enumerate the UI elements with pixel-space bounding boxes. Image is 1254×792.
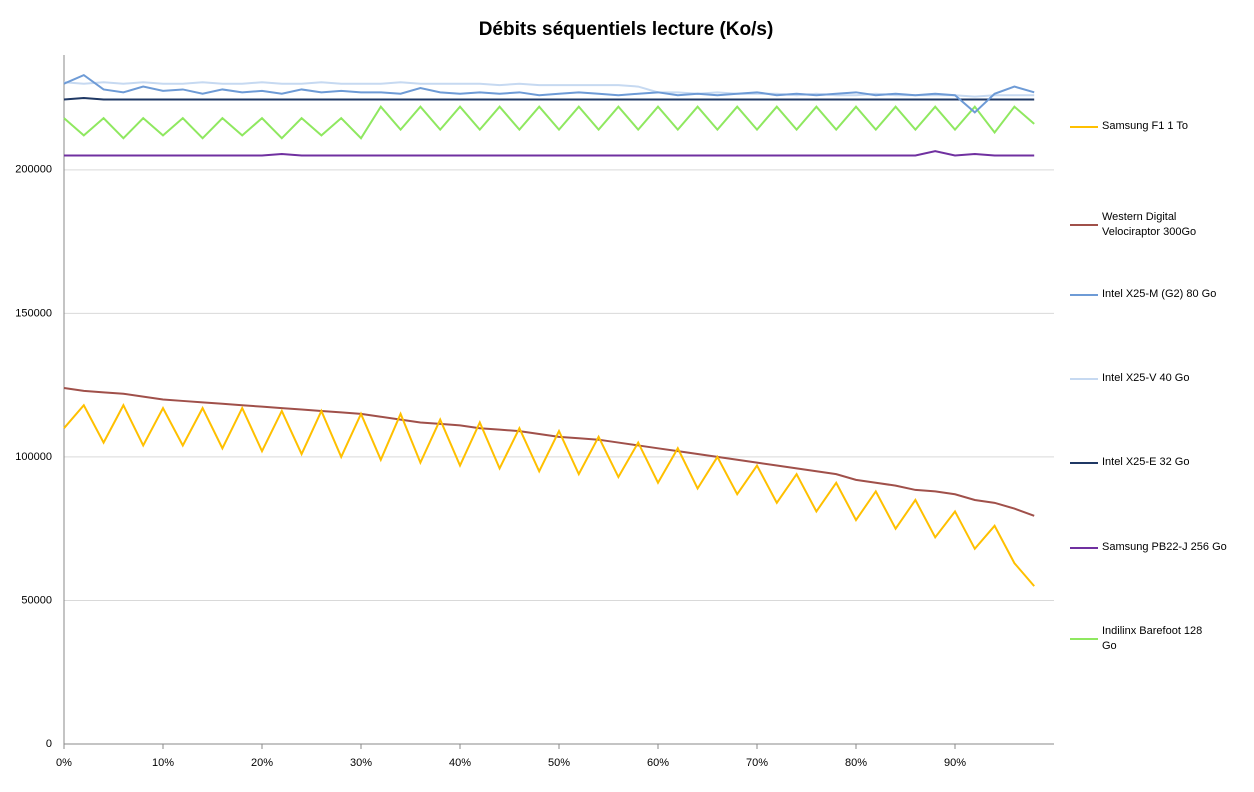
series-line — [63, 387, 1035, 517]
legend-label: Intel X25-M (G2) 80 Go — [1102, 288, 1217, 300]
x-tick-label: 90% — [944, 757, 966, 769]
legend-item: Intel X25-E 32 Go — [1070, 455, 1242, 470]
y-tick-label: 0 — [46, 738, 52, 750]
legend-item: Intel X25-V 40 Go — [1070, 371, 1242, 386]
series-line — [63, 73, 1035, 114]
series-line — [63, 403, 1035, 587]
chart-title: Débits séquentiels lecture (Ko/s) — [479, 19, 774, 40]
legend-swatch — [1070, 377, 1098, 380]
series-line — [64, 150, 1035, 157]
legend-swatch — [1070, 638, 1098, 640]
y-tick-label: 150000 — [15, 307, 52, 319]
y-tick-label: 100000 — [15, 451, 52, 463]
x-tick-label: 50% — [548, 757, 570, 769]
legend-item: Indilinx Barefoot 128 Go — [1070, 624, 1212, 654]
legend-label: Western Digital Velociraptor 300Go — [1102, 211, 1197, 238]
x-tick-label: 40% — [449, 757, 471, 769]
x-tick-label: 60% — [647, 757, 669, 769]
x-tick-label: 80% — [845, 757, 867, 769]
legend-label: Intel X25-V 40 Go — [1102, 372, 1190, 384]
series-line — [63, 97, 1035, 101]
y-tick-label: 200000 — [15, 164, 52, 176]
x-tick-label: 70% — [746, 757, 768, 769]
legend-swatch — [1070, 125, 1098, 128]
legend: Samsung F1 1 To Western Digital Velocirap… — [1070, 0, 1250, 792]
legend-item: Samsung PB22-J 256 Go — [1070, 540, 1242, 555]
legend-swatch — [1070, 546, 1098, 549]
legend-swatch — [1070, 224, 1098, 226]
legend-label: Samsung PB22-J 256 Go — [1102, 541, 1227, 553]
x-tick-label: 20% — [251, 757, 273, 769]
legend-item: Samsung F1 1 To — [1070, 119, 1242, 134]
legend-item: Western Digital Velociraptor 300Go — [1070, 210, 1212, 240]
x-tick-label: 30% — [350, 757, 372, 769]
legend-item: Intel X25-M (G2) 80 Go — [1070, 287, 1242, 302]
x-tick-label: 0% — [56, 757, 72, 769]
legend-swatch — [1070, 293, 1098, 296]
legend-label: Samsung F1 1 To — [1102, 120, 1189, 132]
y-tick-label: 50000 — [21, 594, 52, 606]
legend-swatch — [1070, 461, 1098, 464]
legend-label: Intel X25-E 32 Go — [1102, 456, 1190, 468]
legend-label: Indilinx Barefoot 128 Go — [1102, 625, 1203, 652]
x-tick-label: 10% — [152, 757, 174, 769]
series-line — [63, 104, 1035, 140]
